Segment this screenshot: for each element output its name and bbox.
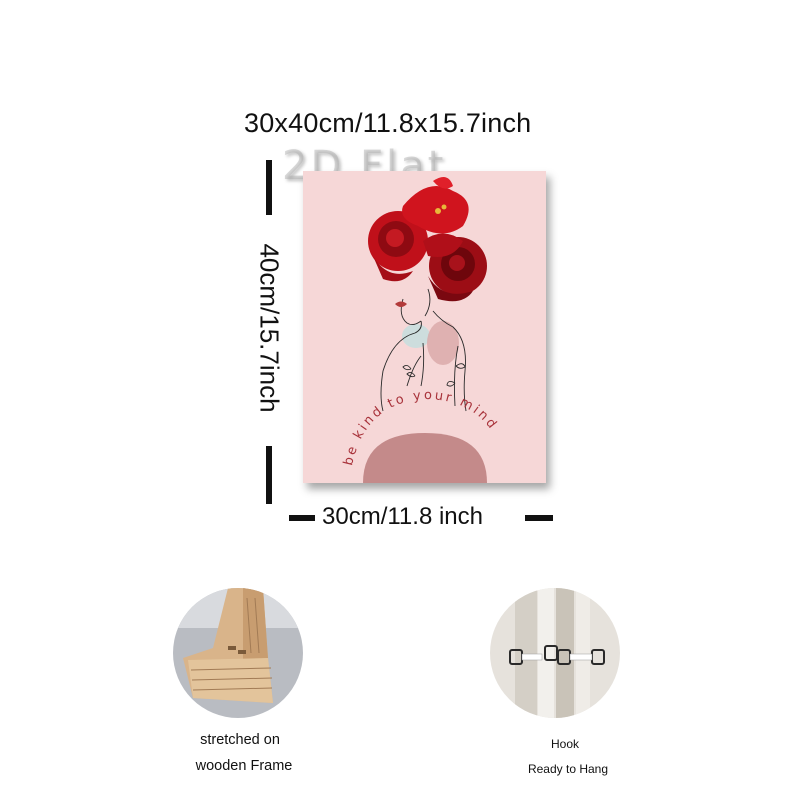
- height-label: 40cm/15.7inch: [254, 243, 285, 413]
- width-bar-right: [525, 515, 553, 521]
- mauve-blob: [427, 321, 459, 365]
- frame-caption-line2: wooden Frame: [195, 758, 293, 774]
- hook-icon: [490, 588, 620, 718]
- width-bar-left: [289, 515, 315, 521]
- frame-caption-line1: stretched on: [200, 732, 280, 748]
- overall-size-label: 30x40cm/11.8x15.7inch: [244, 108, 532, 138]
- blue-blob: [402, 324, 430, 348]
- hook-caption-line2: Ready to Hang: [527, 762, 609, 776]
- mauve-arch: [363, 433, 487, 483]
- artwork-illustration: be kind to your mind: [341, 177, 498, 483]
- height-bar-bottom: [266, 446, 272, 504]
- canvas-artwork: be kind to your mind: [303, 171, 546, 483]
- line-art-figure: [380, 288, 467, 412]
- lips: [395, 301, 407, 307]
- rose-headpiece: [368, 177, 487, 302]
- hook-caption-line1: Hook: [550, 737, 580, 751]
- width-label: 30cm/11.8 inch: [322, 503, 483, 530]
- hook-photo: [490, 588, 620, 718]
- wooden-frame-photo: [173, 588, 303, 718]
- wooden-frame-icon: [173, 588, 303, 718]
- height-bar-top: [266, 160, 272, 215]
